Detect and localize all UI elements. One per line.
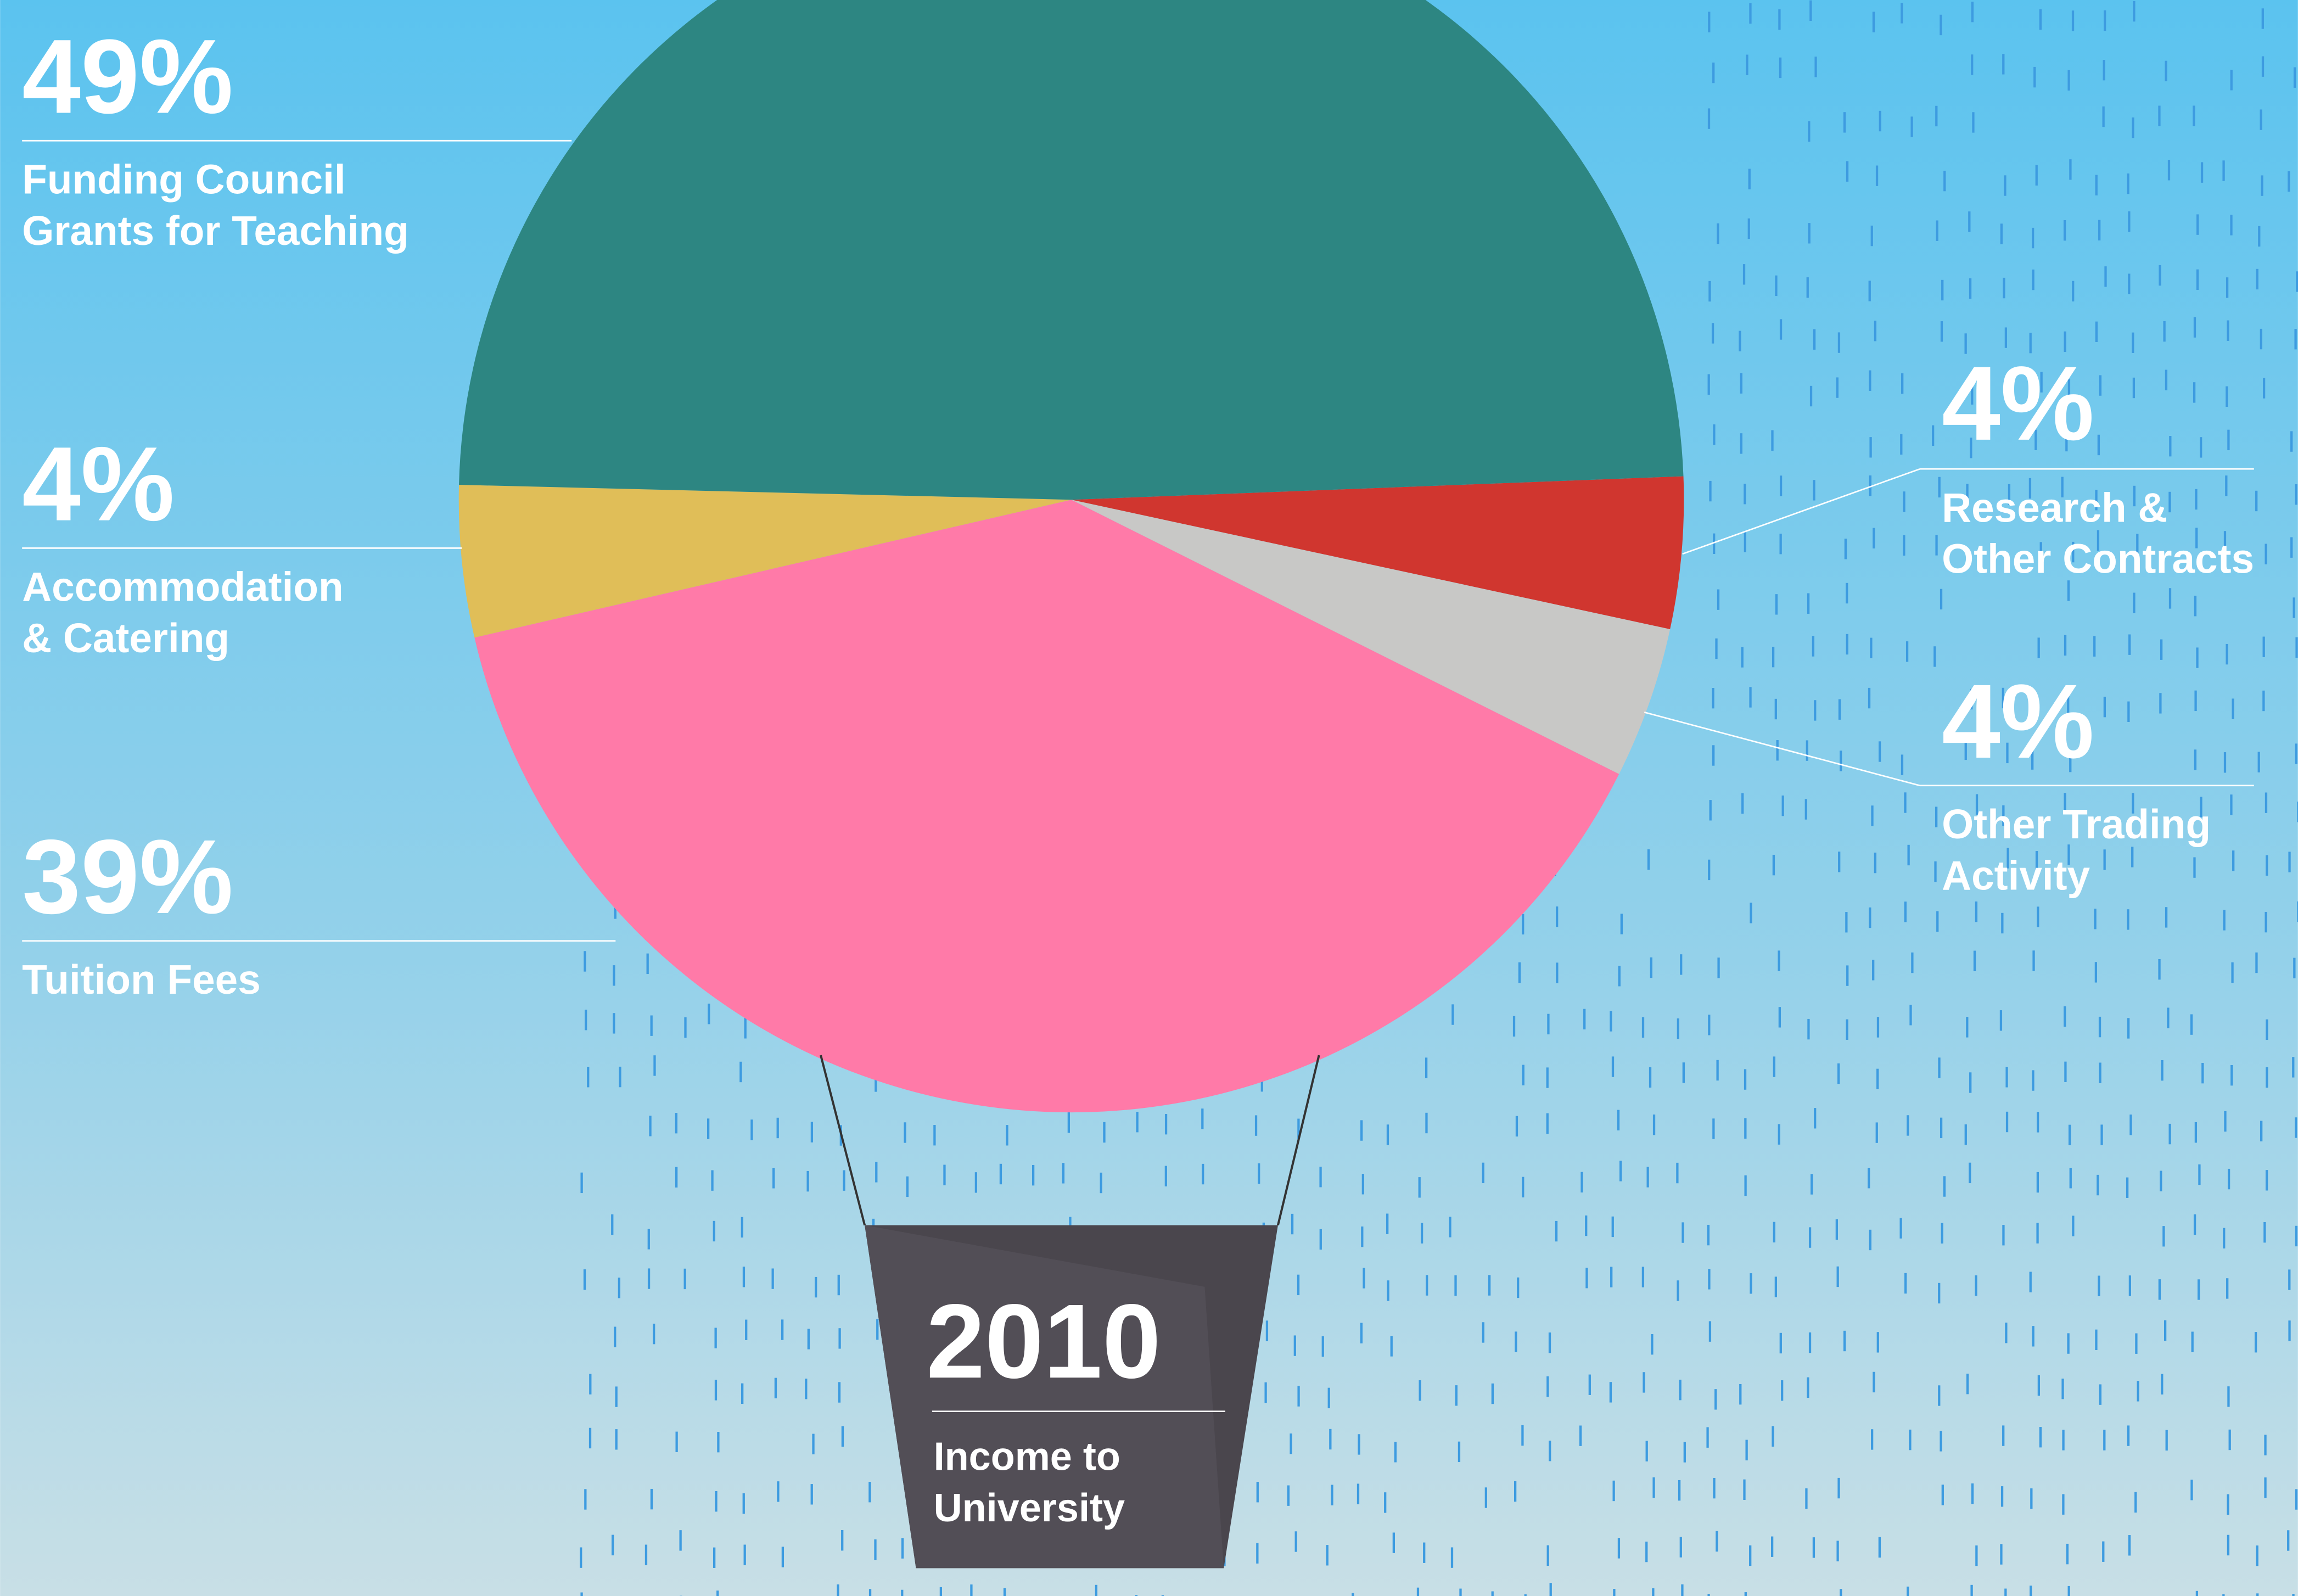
basket-title: 2010 bbox=[926, 1282, 1161, 1400]
chart: 2010 Income to University 4%Research & O… bbox=[0, 0, 2298, 1596]
value-label: 4% bbox=[1942, 662, 2094, 780]
category-label: Tuition Fees bbox=[22, 956, 261, 1003]
page: {"chart_data": {"type": "pie", "title": … bbox=[0, 0, 2298, 1596]
value-label: 49% bbox=[22, 18, 233, 136]
pie-slice bbox=[459, 0, 1683, 500]
value-label: 4% bbox=[1942, 344, 2094, 462]
value-label: 39% bbox=[22, 817, 233, 936]
value-label: 4% bbox=[22, 425, 175, 543]
